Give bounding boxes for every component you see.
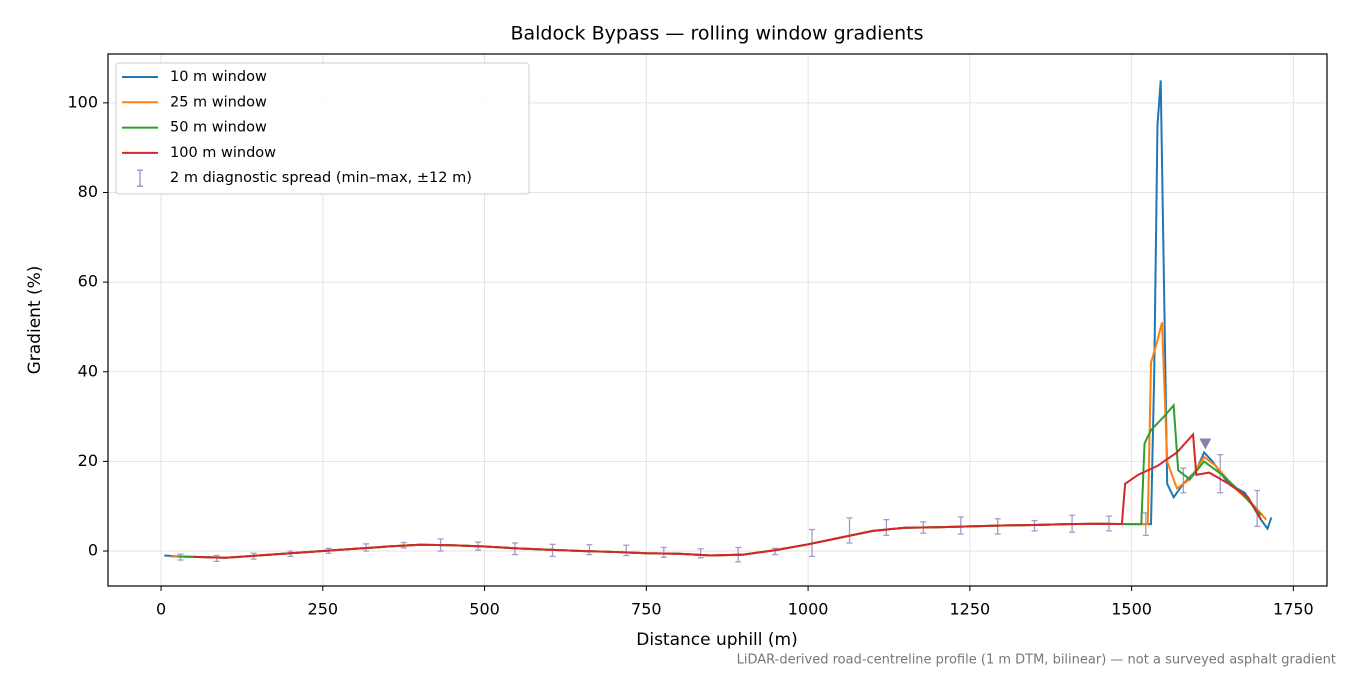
chart-title: Baldock Bypass — rolling window gradient… — [510, 23, 923, 45]
legend: 10 m window 25 m window 50 m window 100 m w… — [115, 62, 530, 195]
legend-label: 50 m window — [170, 120, 267, 136]
x-tick-label: 1000 — [788, 600, 829, 619]
legend-box — [115, 62, 530, 195]
peak-marker — [1199, 438, 1212, 450]
x-tick-label: 1500 — [1111, 600, 1152, 619]
x-tick-label: 0 — [156, 600, 166, 619]
y-tick-label: 80 — [78, 182, 98, 201]
x-tick-label: 750 — [631, 600, 662, 619]
y-tick-label: 20 — [78, 451, 98, 470]
x-tick-label: 250 — [308, 600, 339, 619]
x-tick-label: 1250 — [949, 600, 990, 619]
y-tick-label: 60 — [78, 272, 98, 291]
y-tick-label: 40 — [78, 361, 98, 380]
series-line — [193, 432, 1262, 559]
y-tick-label: 100 — [67, 92, 98, 111]
series-line — [177, 402, 1262, 559]
legend-label: 100 m window — [170, 145, 276, 161]
legend-label: 10 m window — [170, 69, 267, 85]
y-tick-label: 0 — [88, 541, 98, 560]
legend-label: 2 m diagnostic spread (min–max, ±12 m) — [170, 170, 472, 186]
x-axis-label: Distance uphill (m) — [636, 630, 797, 650]
footnote: LiDAR-derived road-centreline profile (1… — [737, 653, 1336, 668]
series-line — [170, 322, 1267, 559]
x-tick-label: 1750 — [1273, 600, 1314, 619]
plot-frame — [107, 53, 1328, 587]
legend-label: 25 m window — [170, 94, 267, 110]
y-axis-label: Gradient (%) — [25, 266, 45, 375]
x-tick-label: 500 — [469, 600, 500, 619]
plot-area — [164, 80, 1273, 563]
